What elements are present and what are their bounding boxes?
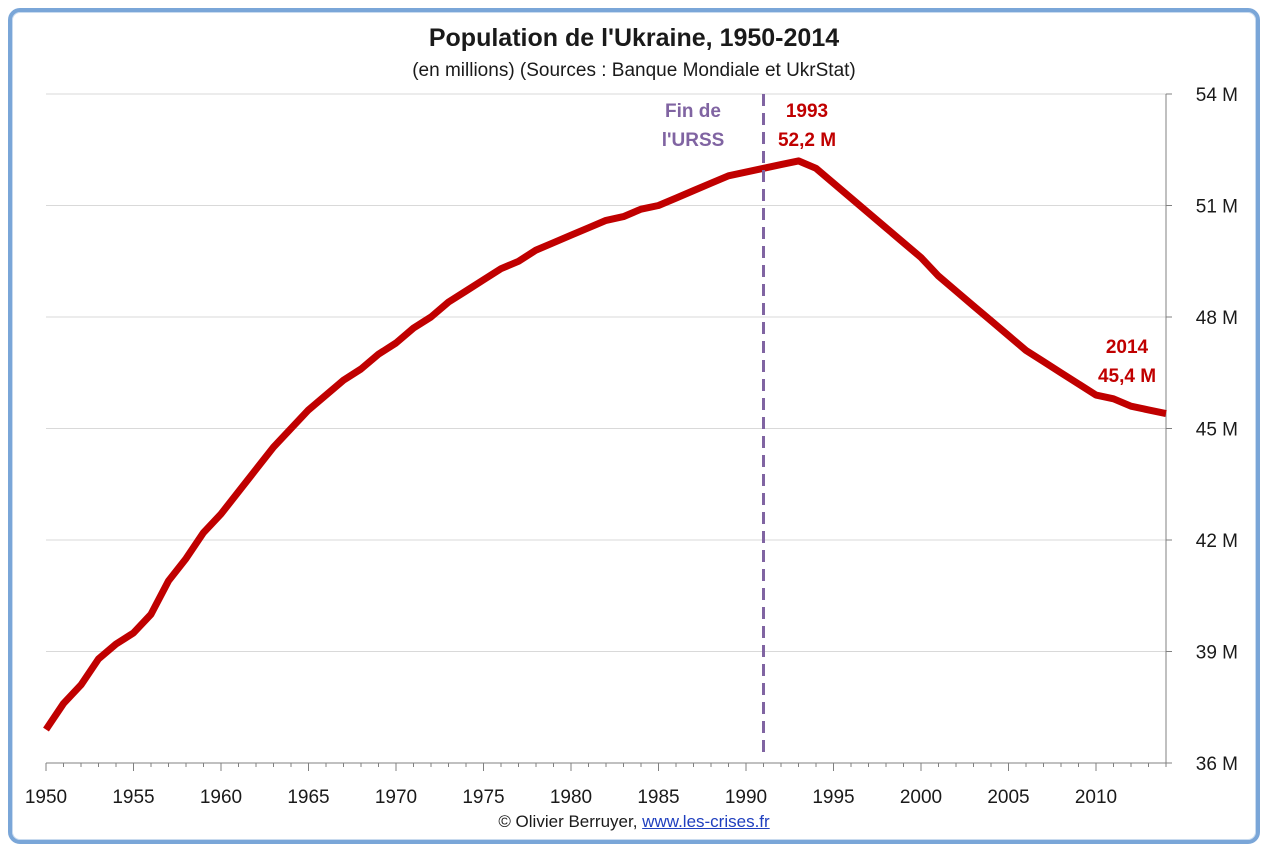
y-tick-label-48: 48 M	[1196, 308, 1238, 329]
chart-title: Population de l'Ukraine, 1950-2014	[428, 24, 840, 52]
y-tick-label-51: 51 M	[1196, 197, 1238, 218]
chart-subtitle: (en millions) (Sources : Banque Mondiale…	[412, 60, 856, 81]
annotation-urss-1: Fin de	[665, 101, 721, 122]
y-tick-label-36: 36 M	[1196, 754, 1238, 775]
y-tick-label-54: 54 M	[1196, 85, 1238, 106]
x-tick-label-1970: 1970	[375, 787, 417, 808]
x-tick-label-2010: 2010	[1075, 787, 1117, 808]
chart-frame	[8, 8, 1260, 844]
x-tick-label-1955: 1955	[112, 787, 154, 808]
x-tick-label-1975: 1975	[462, 787, 504, 808]
y-tick-label-39: 39 M	[1196, 643, 1238, 664]
y-tick-label-45: 45 M	[1196, 420, 1238, 441]
x-tick-label-1965: 1965	[287, 787, 329, 808]
annotation-2014-1: 2014	[1106, 337, 1149, 358]
x-tick-label-1950: 1950	[25, 787, 67, 808]
annotation-peak-1: 1993	[786, 101, 828, 122]
x-tick-label-1960: 1960	[200, 787, 242, 808]
x-tick-label-2005: 2005	[987, 787, 1029, 808]
credit-link[interactable]: www.les-crises.fr	[642, 812, 770, 831]
x-tick-label-2000: 2000	[900, 787, 942, 808]
credit-author: © Olivier Berruyer,	[498, 812, 638, 831]
annotation-2014-2: 45,4 M	[1098, 366, 1156, 387]
series-line-0	[43, 157, 1167, 732]
y-tick-label-42: 42 M	[1196, 531, 1238, 552]
x-tick-label-1995: 1995	[812, 787, 854, 808]
x-tick-label-1980: 1980	[550, 787, 592, 808]
x-tick-label-1985: 1985	[637, 787, 679, 808]
credit-line: © Olivier Berruyer, www.les-crises.fr	[0, 812, 1268, 832]
annotation-urss-2: l'URSS	[662, 130, 725, 151]
annotation-peak-2: 52,2 M	[778, 130, 836, 151]
x-tick-label-1990: 1990	[725, 787, 767, 808]
